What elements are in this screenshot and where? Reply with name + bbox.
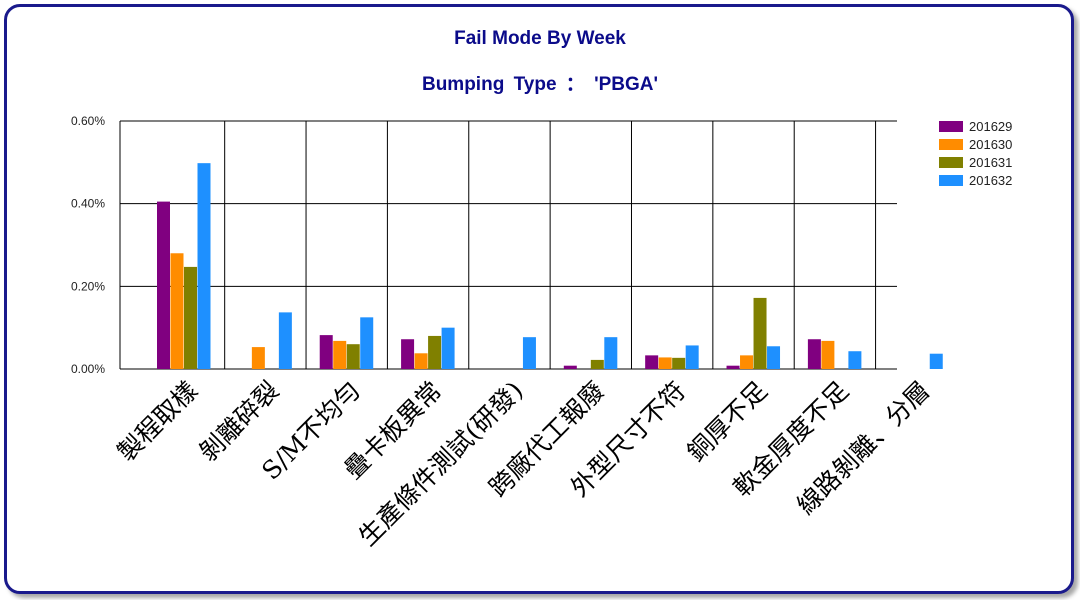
bar-201631 (753, 297, 767, 369)
legend-swatch (939, 121, 963, 132)
chart-title: Fail Mode By Week (454, 28, 626, 49)
bar-201632 (685, 345, 699, 369)
y-tick-label: 0.60% (71, 114, 105, 128)
bar-201631 (590, 359, 604, 369)
bar-201632 (929, 353, 943, 369)
bar-201630 (414, 353, 428, 369)
bar-201632 (848, 351, 862, 369)
bar-201631 (672, 357, 686, 369)
bar-201632 (522, 337, 536, 369)
legend-swatch (939, 175, 963, 186)
x-tick-label: 製程取樣 (112, 376, 203, 467)
bar-201632 (604, 337, 618, 369)
y-tick-label: 0.20% (71, 279, 105, 293)
bar-201629 (563, 365, 577, 369)
bar-201632 (360, 317, 374, 369)
bar-201629 (807, 339, 821, 369)
bar-201630 (740, 355, 754, 369)
legend-swatch (939, 157, 963, 168)
bar-201631 (428, 335, 442, 369)
bar-201632 (441, 327, 455, 369)
bar-201630 (821, 340, 835, 369)
bar-201629 (401, 339, 415, 369)
legend-label: 201632 (969, 173, 1012, 188)
y-tick-label: 0.40% (71, 197, 105, 211)
bar-201630 (333, 340, 347, 369)
chart-subtitle: Bumping Type ： 'PBGA' (421, 74, 659, 95)
legend-label: 201629 (969, 119, 1012, 134)
legend-swatch (939, 139, 963, 150)
bar-201629 (319, 335, 333, 369)
legend-label: 201631 (969, 155, 1012, 170)
y-tick-label: 0.00% (71, 362, 105, 376)
bar-201630 (658, 357, 672, 369)
bar-201632 (278, 312, 292, 369)
bar-201632 (197, 163, 211, 369)
legend-label: 201630 (969, 137, 1012, 152)
bar-201631 (184, 266, 197, 369)
bar-201631 (346, 344, 360, 369)
bar-201630 (170, 253, 184, 369)
bar-201629 (726, 365, 740, 369)
bar-201630 (251, 347, 265, 369)
bar-201632 (767, 346, 781, 369)
bar-201629 (157, 201, 170, 369)
bar-201629 (645, 355, 659, 369)
